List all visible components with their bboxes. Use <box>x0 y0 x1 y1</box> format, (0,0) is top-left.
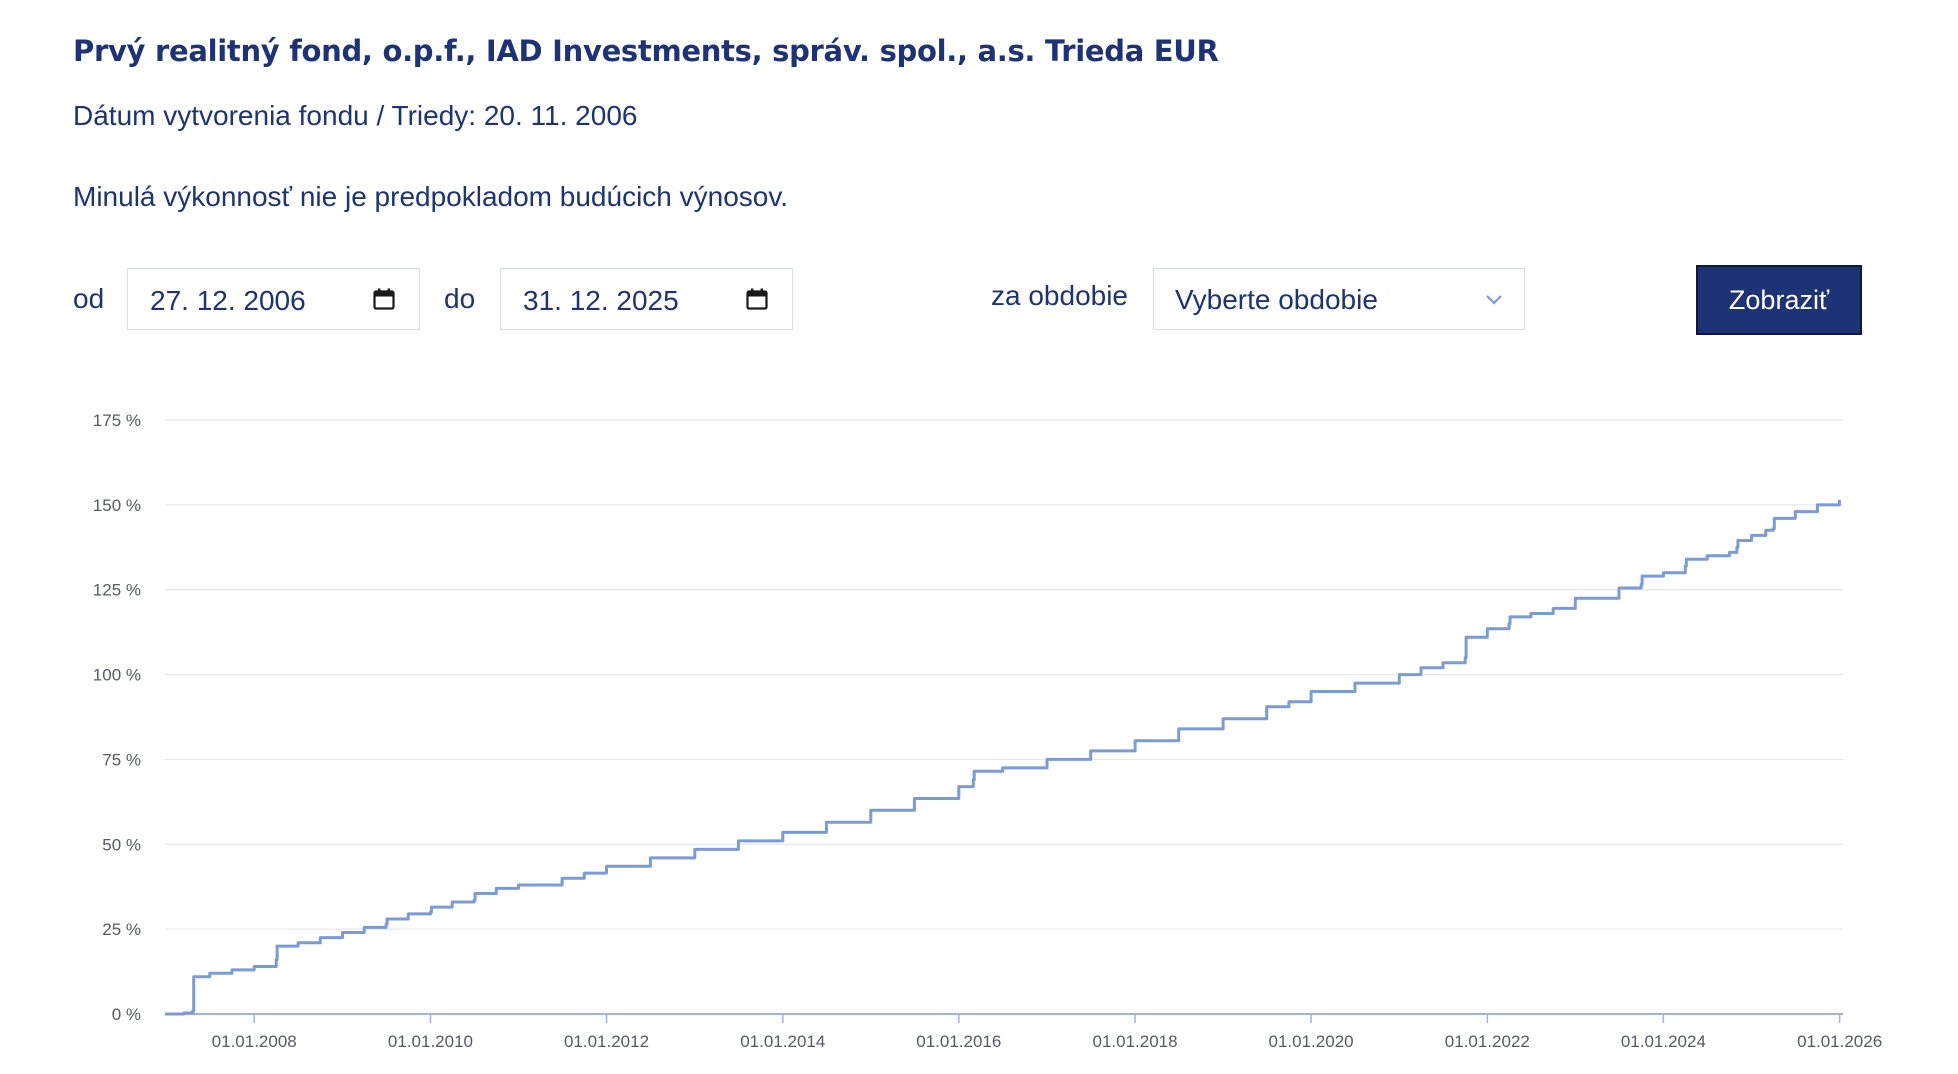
x-axis: 01.01.2008 01.01.2010 01.01.2012 01.01.2014… <box>165 1013 1882 1051</box>
calendar-icon[interactable] <box>373 288 395 310</box>
x-tick-label: 01.01.2012 <box>564 1032 649 1051</box>
x-tick-label: 01.01.2022 <box>1445 1032 1530 1051</box>
chart-series <box>165 499 1841 1016</box>
chevron-down-icon <box>1486 295 1502 305</box>
y-tick-label: 150 % <box>93 496 141 515</box>
y-tick-label: 125 % <box>93 581 141 600</box>
chart-grid <box>165 419 1843 930</box>
x-tick-label: 01.01.2026 <box>1797 1032 1882 1051</box>
x-tick-label: 01.01.2024 <box>1621 1032 1706 1051</box>
x-tick-label: 01.01.2020 <box>1269 1032 1354 1051</box>
period-select-value: Vyberte obdobie <box>1175 284 1378 315</box>
show-button[interactable]: Zobraziť <box>1696 265 1862 335</box>
calendar-icon[interactable] <box>746 288 768 310</box>
to-label: do <box>444 283 476 314</box>
from-date-input[interactable]: 27. 12. 2006 <box>127 268 420 330</box>
series-line <box>165 499 1841 1016</box>
y-tick-label: 0 % <box>112 1005 141 1024</box>
disclaimer: Minulá výkonnosť nie je predpokladom bud… <box>73 181 789 212</box>
from-date-value: 27. 12. 2006 <box>150 285 306 316</box>
period-select[interactable]: Vyberte obdobie <box>1153 268 1525 330</box>
y-tick-label: 175 % <box>93 411 141 430</box>
performance-chart: 0 % 25 % 50 % 75 % 100 % 125 % 150 % 175 % 01.0… <box>93 411 1882 1051</box>
y-axis: 0 % 25 % 50 % 75 % 100 % 125 % 150 % 175 % <box>93 411 141 1024</box>
x-tick-label: 01.01.2016 <box>916 1032 1001 1051</box>
x-tick-label: 01.01.2018 <box>1093 1032 1178 1051</box>
y-tick-label: 50 % <box>102 835 141 854</box>
page-title: Prvý realitný fond, o.p.f., IAD Investme… <box>73 34 1219 68</box>
y-tick-label: 100 % <box>93 666 141 685</box>
founding-date: Dátum vytvorenia fondu / Triedy: 20. 11.… <box>73 100 638 131</box>
to-date-value: 31. 12. 2025 <box>523 285 679 316</box>
from-label: od <box>73 283 105 314</box>
x-tick-label: 01.01.2014 <box>740 1032 825 1051</box>
y-tick-label: 25 % <box>102 920 141 939</box>
x-tick-label: 01.01.2010 <box>388 1032 473 1051</box>
to-date-input[interactable]: 31. 12. 2025 <box>500 268 793 330</box>
x-tick-label: 01.01.2008 <box>212 1032 297 1051</box>
period-label: za obdobie <box>991 280 1129 311</box>
y-tick-label: 75 % <box>102 750 141 769</box>
